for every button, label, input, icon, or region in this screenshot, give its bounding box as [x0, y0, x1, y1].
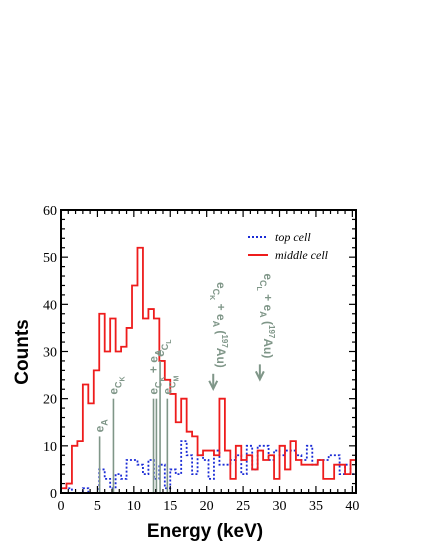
annotation-3: eCL: [153, 339, 173, 493]
series-line-middle-cell: [60, 246, 356, 493]
x-tick-label: 25: [236, 499, 250, 514]
annotation-6: eCL + eA (197Au): [254, 273, 276, 382]
y-tick-label: 0: [50, 487, 57, 502]
annotation-arrow-head: [208, 380, 219, 392]
x-axis-title: Energy (keV): [147, 521, 263, 542]
x-tick-label: 30: [273, 499, 287, 514]
x-tick-label: 35: [309, 499, 323, 514]
legend-label-top-cell: top cell: [275, 230, 311, 244]
annotation-5: eCK + eA (197Au): [208, 282, 229, 392]
annotation-1: eCK: [106, 376, 126, 493]
x-tick-label: 15: [163, 499, 177, 514]
annotation-arrow-head: [254, 370, 265, 382]
y-tick-label: 50: [43, 251, 57, 266]
annotation-2: eCK + eA: [147, 349, 167, 493]
y-tick-label: 10: [43, 440, 57, 455]
annotation-label: eCK + eA: [147, 349, 167, 395]
annotation-0: eA: [93, 419, 110, 493]
annotation-label: eCK: [106, 376, 126, 394]
y-tick-label: 20: [43, 393, 57, 408]
x-tick-label: 0: [58, 499, 65, 514]
x-tick-label: 40: [345, 499, 359, 514]
legend: top cell middle cell: [248, 230, 329, 262]
x-tick-label: 20: [200, 499, 214, 514]
series-line-top-cell: [60, 440, 356, 494]
annotation-label: eCL + eA (197Au): [255, 273, 276, 358]
y-tick-label: 30: [43, 346, 57, 361]
y-tick-label: 60: [43, 204, 57, 219]
annotation-label: eCM: [160, 375, 180, 394]
annotation-4: eCM: [160, 375, 180, 493]
x-tick-label: 5: [94, 499, 101, 514]
x-tick-label: 10: [127, 499, 141, 514]
series-layer: [60, 246, 356, 494]
tick-layer: 0 5 10 15 20 25 30 35 40 0 10 20 30 40 50 60: [43, 204, 359, 514]
annotation-label: eCK + eA (197Au): [208, 282, 229, 368]
annotation-label: eCL: [153, 339, 173, 357]
y-axis-title: Counts: [12, 319, 33, 384]
y-tick-label: 40: [43, 298, 57, 313]
annotation-label: eA: [93, 419, 110, 433]
legend-label-middle-cell: middle cell: [275, 248, 329, 262]
